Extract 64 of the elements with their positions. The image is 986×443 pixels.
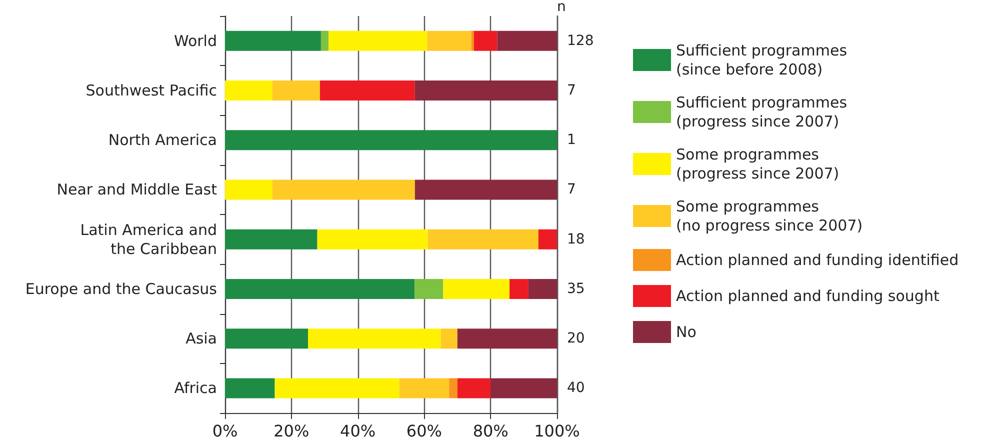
bar: [449, 378, 458, 398]
bar: [308, 328, 441, 349]
bar: [225, 278, 415, 299]
y-tick-label: Southwest Pacific: [86, 81, 217, 100]
legend-label: Sufficient programmes (progress since 2007): [676, 94, 848, 130]
bar: [457, 378, 491, 398]
text: 128: [567, 32, 594, 49]
legend-label: Action planned and funding identified: [676, 251, 959, 269]
text: 1: [567, 132, 576, 148]
text: n: [557, 0, 566, 15]
bar: [414, 278, 444, 299]
bar: [414, 80, 557, 100]
y-tick-label: Europe and the Caucasus: [25, 280, 218, 298]
legend-label: Some programmes (progress since 2007): [676, 146, 840, 182]
text: 18: [567, 231, 585, 248]
legend-label: Some programmes (no progress since 2007): [676, 198, 863, 234]
x-tick-label: 40%: [340, 422, 376, 440]
bar: [428, 229, 538, 250]
x-tick-label: 0%: [212, 422, 238, 440]
x-tick-label: 60%: [406, 422, 442, 440]
bar: [272, 80, 320, 100]
x-tick-label: 20%: [274, 422, 310, 440]
bar: [399, 378, 450, 398]
bar: [225, 180, 272, 200]
bar: [443, 278, 510, 299]
bar: [274, 378, 400, 398]
legend-label: Sufficient programmes (since before 2008): [676, 42, 848, 78]
bar: [440, 328, 458, 349]
y-tick-label: Africa: [174, 379, 217, 398]
bar: [510, 278, 528, 299]
bar: [457, 328, 557, 349]
y-tick-label: World: [174, 32, 217, 50]
bar: [471, 30, 474, 51]
bar: [225, 80, 272, 100]
bar: [474, 30, 498, 51]
bar: [225, 130, 557, 150]
x-tick-label: 80%: [472, 422, 508, 440]
bar: [538, 229, 557, 250]
bar: [225, 378, 275, 398]
bar: [320, 30, 329, 51]
bar: [427, 30, 472, 51]
x-tick-label: 100%: [534, 422, 580, 440]
y-tick-label: North America: [108, 131, 217, 150]
text: 40: [567, 380, 585, 396]
bar: [225, 229, 318, 250]
text: 7: [567, 182, 576, 198]
y-tick-label: Latin America and the Caribbean: [80, 220, 217, 258]
y-tick-label: Asia: [186, 330, 217, 348]
legend-label: Action planned and funding sought: [676, 287, 940, 305]
bar: [328, 30, 428, 51]
bar: [320, 80, 415, 100]
text: 7: [567, 82, 576, 98]
bar: [414, 180, 557, 200]
bar: [225, 30, 321, 51]
bar: [497, 30, 557, 51]
legend-label: No: [676, 323, 696, 341]
bar: [528, 278, 557, 299]
bar: [490, 378, 557, 398]
text: 35: [567, 280, 585, 297]
y-tick-label: Near and Middle East: [56, 180, 218, 199]
bar: [225, 328, 308, 349]
text: 20: [567, 330, 585, 347]
bar: [272, 180, 415, 200]
bar: [317, 229, 428, 250]
